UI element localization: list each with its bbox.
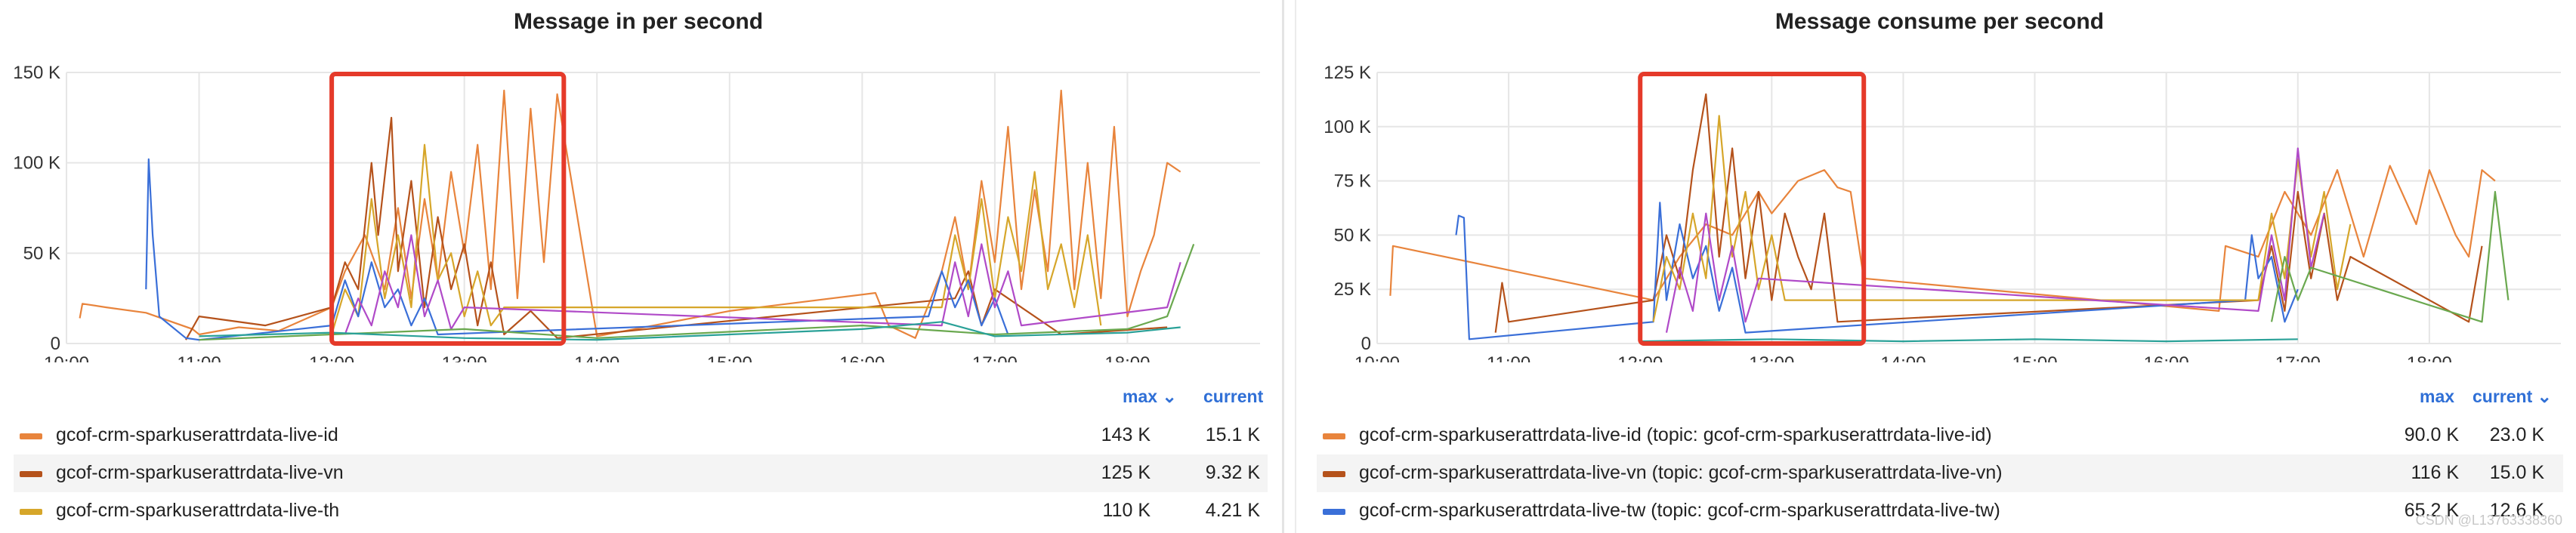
- legend-current-label: current: [2473, 387, 2533, 406]
- y-tick-label: 150 K: [13, 63, 60, 83]
- series-line: [1389, 165, 2496, 312]
- x-tick-label: 16:00: [839, 353, 885, 362]
- legend-max-label[interactable]: max: [2420, 387, 2455, 406]
- panel-divider-secondary: [1295, 0, 1296, 533]
- legend-swatch: [20, 509, 42, 515]
- chevron-down-icon: ⌄: [1162, 387, 1177, 406]
- legend-row[interactable]: gcof-crm-sparkuserattrdata-live-vn 125 K 9…: [14, 454, 1268, 492]
- legend-series-name: gcof-crm-sparkuserattrdata-live-id (topi…: [1359, 424, 1992, 445]
- y-tick-label: 50 K: [1334, 225, 1371, 245]
- highlight-box: [329, 72, 567, 346]
- series-line: [199, 244, 1195, 341]
- series-line: [1652, 115, 2352, 322]
- y-tick-label: 125 K: [1324, 63, 1371, 83]
- x-tick-label: 15:00: [2012, 353, 2058, 362]
- y-tick-label: 0: [51, 334, 60, 354]
- legend-series-name: gcof-crm-sparkuserattrdata-live-vn: [56, 462, 344, 483]
- series-line: [331, 143, 1102, 335]
- message-consume-panel: Message consume per second 0 25 K 50 K 75 K…: [1303, 0, 2576, 533]
- watermark: CSDN @L13763338360: [2415, 513, 2562, 528]
- x-tick-label: 12:00: [309, 353, 354, 362]
- legend-max-value: 143 K: [1101, 424, 1151, 445]
- y-tick-label: 75 K: [1334, 171, 1371, 192]
- legend-swatch: [20, 433, 42, 439]
- y-tick-label: 0: [1361, 334, 1371, 354]
- legend-swatch: [20, 471, 42, 477]
- y-tick-label: 100 K: [1324, 117, 1371, 137]
- panel-divider: [1282, 0, 1284, 533]
- x-tick-label: 18:00: [2407, 353, 2452, 362]
- message-consume-chart: 0 25 K 50 K 75 K 100 K 125 K 10:00 11:00 12:00 13…: [1324, 63, 2561, 362]
- x-tick-label: 18:00: [1104, 353, 1150, 362]
- panel-title: Message in per second: [513, 9, 764, 34]
- x-tick-label: 10:00: [44, 353, 89, 362]
- legend-row[interactable]: gcof-crm-sparkuserattrdata-live-th 110 K 4…: [14, 492, 1268, 530]
- series-line: [344, 234, 1181, 335]
- legend-row[interactable]: gcof-crm-sparkuserattrdata-live-tw (topi…: [1317, 492, 2563, 530]
- legend-current-value: 12.6 K: [2489, 500, 2544, 521]
- x-tick-label: 14:00: [1880, 353, 1926, 362]
- panel-title: Message consume per second: [1774, 9, 2105, 34]
- series-line: [2270, 190, 2510, 323]
- series-line: [1665, 147, 2325, 333]
- legend-swatch: [1323, 509, 1345, 515]
- message-in-panel: Message in per second 0 50 K 100 K 150 K 10:…: [0, 0, 1277, 533]
- x-tick-label: 11:00: [177, 353, 221, 362]
- legend-max-value: 110 K: [1102, 500, 1151, 521]
- legend-series-name: gcof-crm-sparkuserattrdata-live-id: [56, 424, 338, 445]
- legend-series-name: gcof-crm-sparkuserattrdata-live-th: [56, 500, 340, 521]
- legend-row[interactable]: gcof-crm-sparkuserattrdata-live-vn (topi…: [1317, 454, 2563, 492]
- series-line: [1455, 202, 2299, 340]
- legend-current-value: 9.32 K: [1205, 462, 1260, 483]
- legend-row[interactable]: gcof-crm-sparkuserattrdata-live-id (topi…: [1317, 417, 2563, 454]
- legend-max-value: 125 K: [1101, 462, 1151, 483]
- legend-current-value: 15.1 K: [1205, 424, 1260, 445]
- series-line: [185, 116, 1168, 340]
- x-tick-label: 11:00: [1487, 353, 1530, 362]
- legend-max-sort[interactable]: max ⌄: [1123, 387, 1177, 407]
- legend-series-name: gcof-crm-sparkuserattrdata-live-vn (topi…: [1359, 462, 2003, 483]
- legend-max-value: 90.0 K: [2404, 424, 2459, 445]
- x-tick-label: 15:00: [707, 353, 752, 362]
- legend-swatch: [1323, 471, 1345, 477]
- chevron-down-icon: ⌄: [2537, 387, 2552, 406]
- highlight-box: [1638, 72, 1867, 346]
- legend-current-sort[interactable]: current ⌄: [2473, 387, 2552, 407]
- legend-series-name: gcof-crm-sparkuserattrdata-live-tw (topi…: [1359, 500, 2000, 521]
- legend-max-value: 116 K: [2411, 462, 2459, 483]
- y-tick-label: 50 K: [23, 243, 60, 263]
- x-tick-label: 10:00: [1354, 353, 1400, 362]
- message-in-chart: 0 50 K 100 K 150 K 10:00 11:00 12:00 13:00 14:00…: [13, 63, 1260, 362]
- x-tick-label: 17:00: [2275, 353, 2321, 362]
- legend-current-value: 23.0 K: [2489, 424, 2544, 445]
- legend-max-value: 65.2 K: [2404, 500, 2459, 521]
- x-tick-label: 12:00: [1617, 353, 1663, 362]
- x-tick-label: 16:00: [2144, 353, 2189, 362]
- legend-current-value: 15.0 K: [2489, 462, 2544, 483]
- legend-swatch: [1323, 433, 1345, 439]
- y-tick-label: 25 K: [1334, 279, 1371, 300]
- x-tick-label: 13:00: [1749, 353, 1794, 362]
- x-tick-label: 13:00: [442, 353, 487, 362]
- legend-current-value: 4.21 K: [1205, 500, 1260, 521]
- series-line: [1640, 338, 2298, 343]
- series-line: [199, 321, 1181, 341]
- x-tick-label: 17:00: [972, 353, 1018, 362]
- series-line: [145, 158, 1009, 341]
- series-line: [1494, 93, 2483, 333]
- legend-current-label[interactable]: current: [1203, 387, 1264, 406]
- legend-max-label: max: [1123, 387, 1158, 406]
- y-tick-label: 100 K: [13, 153, 60, 174]
- legend-row[interactable]: gcof-crm-sparkuserattrdata-live-id 143 K 1…: [14, 417, 1268, 454]
- x-tick-label: 14:00: [574, 353, 619, 362]
